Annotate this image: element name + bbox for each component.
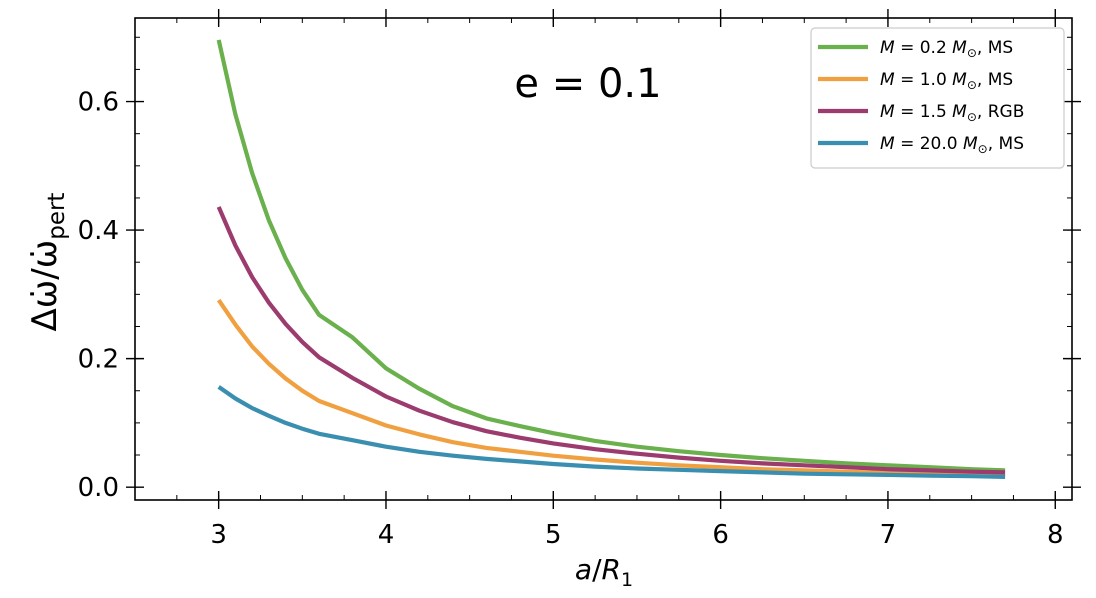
- series-lines: [216, 39, 1006, 479]
- x-tick-label: 5: [545, 520, 562, 550]
- x-axis-label: a/R1: [575, 553, 633, 591]
- x-tick-labels: 3 4 5 6 7 8: [210, 520, 1063, 550]
- major-ticks: [126, 9, 1081, 509]
- x-tick-label: 3: [210, 520, 227, 550]
- x-tick-label: 8: [1047, 520, 1064, 550]
- y-tick-label: 0.6: [78, 88, 119, 118]
- legend-label: M = 1.0 M⊙, MS: [880, 70, 1013, 92]
- series-line: [217, 385, 1006, 479]
- y-tick-labels: 0.0 0.2 0.4 0.6: [78, 88, 119, 504]
- x-tick-label: 6: [712, 520, 729, 550]
- y-axis-label: Δω̇/ω̇pert: [25, 193, 70, 332]
- legend-label: M = 20.0 M⊙, MS: [880, 134, 1024, 156]
- legend-label: M = 0.2 M⊙, MS: [880, 38, 1013, 60]
- legend-box: [810, 27, 1065, 169]
- x-tick-label: 7: [880, 520, 897, 550]
- legend-label: M = 1.5 M⊙, RGB: [880, 102, 1024, 124]
- series-line: [216, 298, 1006, 477]
- y-tick-label: 0.2: [78, 345, 119, 375]
- annotation-text: e = 0.1: [514, 61, 661, 107]
- series-line: [216, 39, 1006, 473]
- series-line: [216, 206, 1006, 475]
- y-tick-label: 0.0: [78, 473, 119, 503]
- y-tick-label: 0.4: [78, 216, 119, 246]
- legend: M = 0.2 M⊙, MS M = 1.0 M⊙, MS M = 1.5 M⊙, …: [810, 27, 1065, 169]
- x-tick-label: 4: [378, 520, 395, 550]
